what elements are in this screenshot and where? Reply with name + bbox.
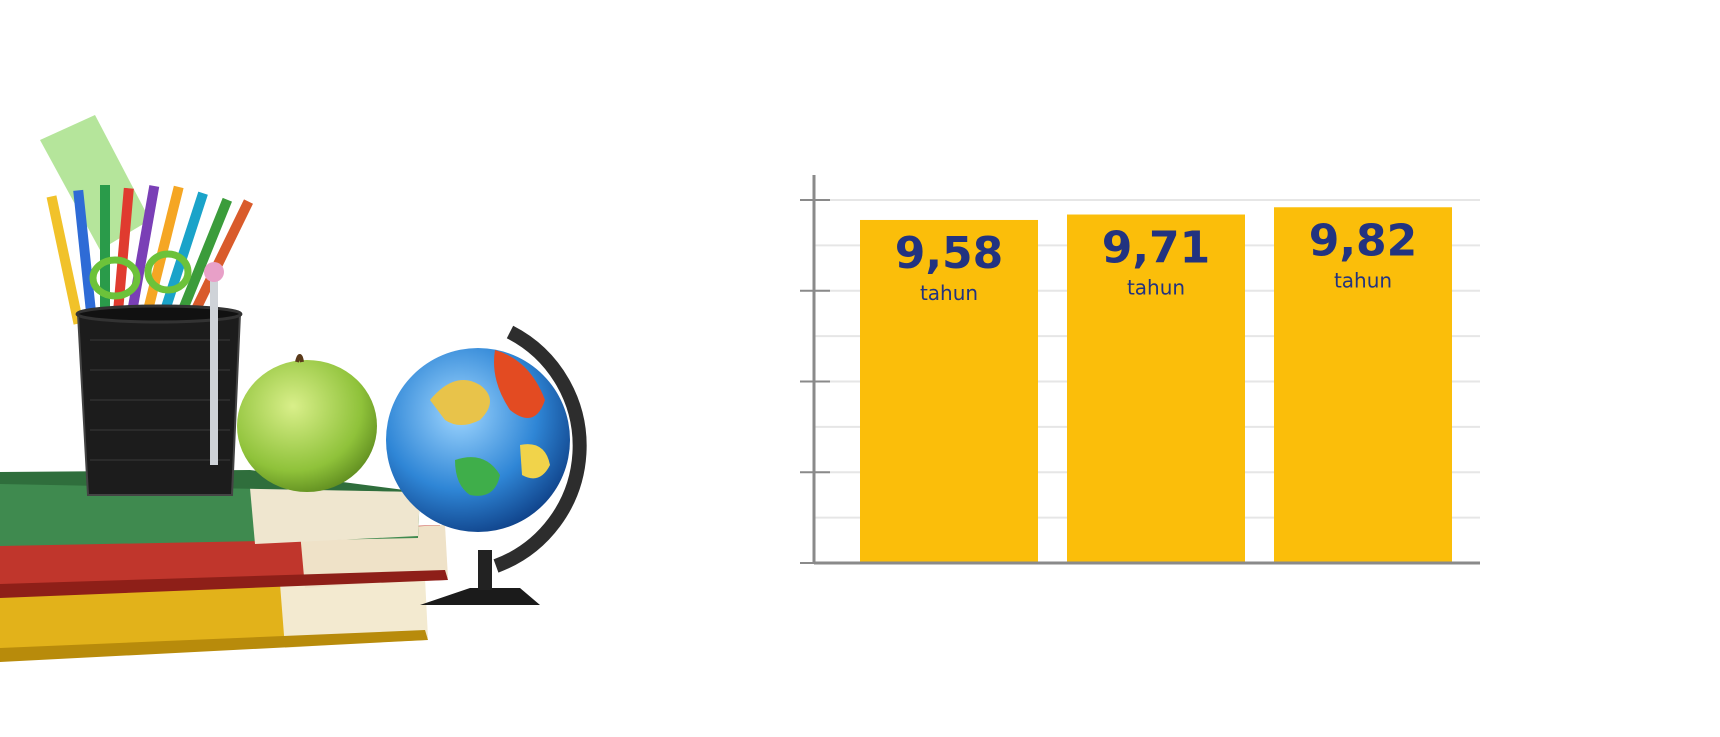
pencil-cup-icon (40, 115, 253, 496)
data-label-value: 9,58 (895, 228, 1004, 279)
globe-icon (386, 325, 587, 605)
bars (860, 207, 1452, 563)
bar (1067, 214, 1245, 563)
bar (860, 219, 1038, 563)
apple-icon (237, 354, 377, 492)
data-label-value: 9,82 (1309, 215, 1418, 266)
books-stack-icon (0, 470, 448, 662)
data-label-unit: tahun (920, 281, 978, 305)
bar (1274, 207, 1452, 563)
data-label-unit: tahun (1127, 276, 1185, 300)
data-label-unit: tahun (1334, 268, 1392, 292)
axes (812, 175, 1480, 565)
data-label-value: 9,71 (1102, 223, 1211, 274)
school-supplies-illustration (0, 115, 587, 662)
